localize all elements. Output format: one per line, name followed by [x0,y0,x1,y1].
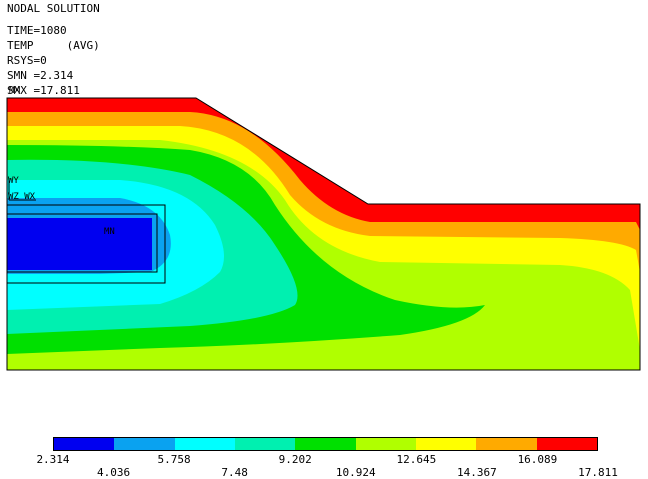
legend-swatch [295,438,356,450]
legend-tick-label: 2.314 [36,453,70,466]
legend-swatch [54,438,115,450]
legend-swatch [234,438,296,450]
legend-swatch [355,438,416,450]
legend-tick-label: 5.758 [157,453,191,466]
legend-tick-label: 12.645 [396,453,437,466]
domain-outline [6,97,641,371]
legend-swatch [114,438,175,450]
legend-swatch [415,438,477,450]
band-blue [7,218,152,270]
min-marker: MN [104,227,115,237]
triad-zx-label: WZ WX [8,192,36,202]
max-marker: MX [9,86,20,96]
contour-bands [7,98,640,370]
triad-y-label: WY [8,176,19,186]
smn-readout: SMN =2.314 [7,69,74,82]
item-readout: TEMP (AVG) [7,39,100,52]
legend-tick-label: 16.089 [517,453,558,466]
plot-title: NODAL SOLUTION [7,2,100,15]
rsys-readout: RSYS=0 [7,54,47,67]
legend-swatch [536,438,597,450]
legend-tick-label: 17.811 [578,466,618,479]
inner-region-box [6,213,158,273]
band-yellow [7,98,640,370]
legend-tick-label: 14.367 [457,466,497,479]
smx-readout: SMX =17.811 [7,84,80,97]
time-readout: TIME=1080 [7,24,67,37]
legend-tick-label: 10.924 [335,466,376,479]
legend-swatch [476,438,537,450]
legend-tick-label: 4.036 [96,466,131,479]
legend-tick-label: 9.202 [278,453,312,466]
legend-swatch [174,438,235,450]
legend-tick-label: 7.48 [221,466,248,479]
color-legend [53,437,598,451]
